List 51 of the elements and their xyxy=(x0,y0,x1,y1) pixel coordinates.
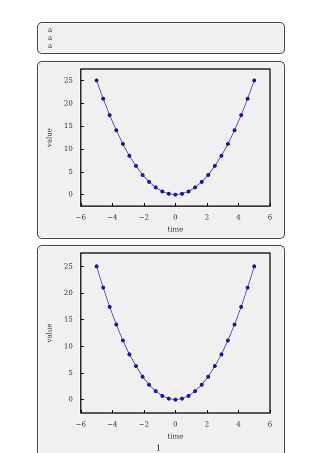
point xyxy=(186,189,190,194)
point xyxy=(173,398,178,402)
point xyxy=(154,389,158,394)
point xyxy=(108,304,112,309)
point xyxy=(127,154,132,158)
point xyxy=(120,338,125,342)
point xyxy=(140,374,145,379)
point xyxy=(226,142,230,146)
point xyxy=(252,78,256,82)
point xyxy=(206,374,210,379)
point xyxy=(147,180,152,184)
point xyxy=(212,364,217,368)
point xyxy=(219,352,224,356)
point xyxy=(200,382,204,387)
point xyxy=(180,396,184,401)
point xyxy=(134,164,138,168)
point xyxy=(127,352,132,356)
point xyxy=(206,173,210,178)
point xyxy=(246,286,250,290)
point xyxy=(160,394,164,398)
point xyxy=(154,185,158,190)
point xyxy=(160,189,164,194)
point xyxy=(232,128,237,132)
point xyxy=(94,78,99,82)
point xyxy=(226,338,230,342)
point xyxy=(114,128,118,132)
point xyxy=(108,113,112,118)
point xyxy=(180,192,184,196)
point xyxy=(212,164,217,168)
point xyxy=(134,364,138,368)
point xyxy=(219,154,224,158)
point xyxy=(173,192,178,197)
point xyxy=(186,394,190,398)
point xyxy=(252,264,256,268)
point xyxy=(120,142,125,146)
point xyxy=(166,192,171,196)
point xyxy=(101,96,106,101)
point xyxy=(114,322,118,326)
point xyxy=(239,304,244,309)
point xyxy=(239,113,244,118)
point xyxy=(193,185,198,190)
point xyxy=(147,382,152,387)
point xyxy=(193,389,198,394)
point xyxy=(101,286,106,290)
point xyxy=(140,173,145,178)
point xyxy=(232,322,237,326)
point xyxy=(200,180,204,184)
text: 1 xyxy=(156,444,162,452)
point xyxy=(246,96,250,101)
point xyxy=(166,396,171,401)
point xyxy=(94,264,99,268)
